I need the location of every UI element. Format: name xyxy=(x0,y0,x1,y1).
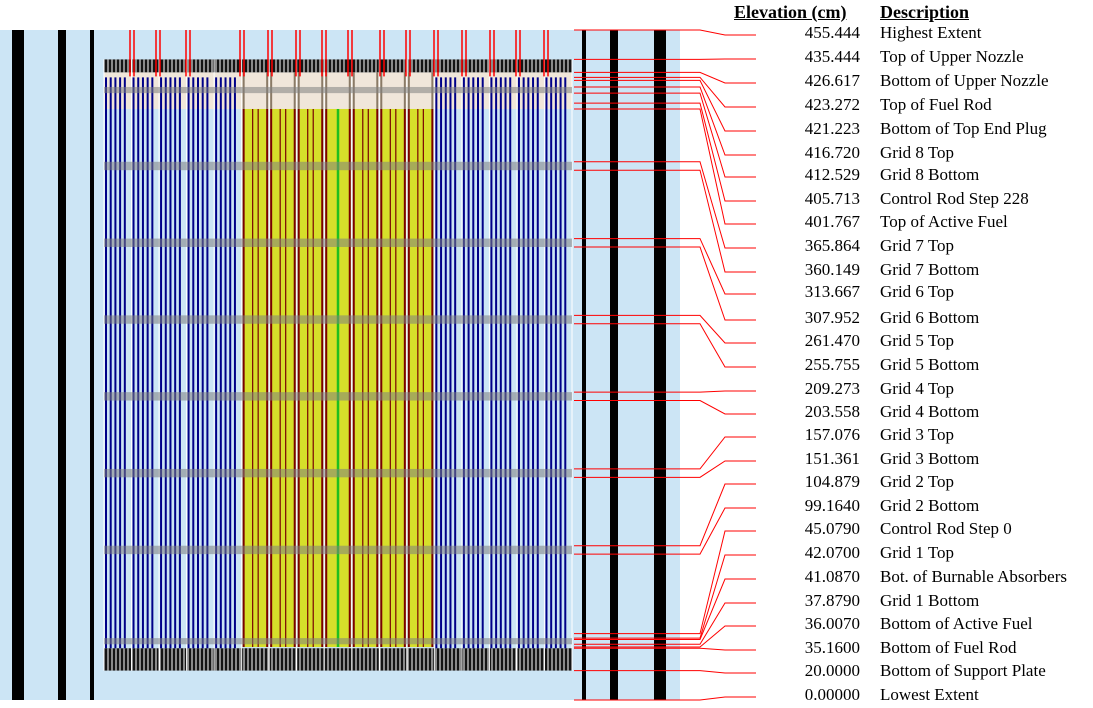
elevation-value: 104.879 xyxy=(760,472,860,492)
elevation-value: 423.272 xyxy=(760,95,860,115)
elevation-description: Bottom of Active Fuel xyxy=(880,614,1033,634)
elevation-value: 36.0070 xyxy=(760,614,860,634)
elevation-description: Grid 6 Bottom xyxy=(880,308,979,328)
elevation-value: 35.1600 xyxy=(760,638,860,658)
elevation-description: Top of Fuel Rod xyxy=(880,95,992,115)
elevation-value: 365.864 xyxy=(760,236,860,256)
elevation-value: 435.444 xyxy=(760,47,860,67)
elevation-value: 255.755 xyxy=(760,355,860,375)
elevation-value: 401.767 xyxy=(760,212,860,232)
elevation-value: 261.470 xyxy=(760,331,860,351)
elevation-description: Bottom of Support Plate xyxy=(880,661,1046,681)
elevation-value: 37.8790 xyxy=(760,591,860,611)
elevation-value: 360.149 xyxy=(760,260,860,280)
elevation-description: Grid 8 Bottom xyxy=(880,165,979,185)
elevation-value: 426.617 xyxy=(760,71,860,91)
header-description: Description xyxy=(880,2,969,23)
elevation-description: Grid 7 Top xyxy=(880,236,954,256)
elevation-description: Grid 3 Top xyxy=(880,425,954,445)
elevation-description: Bottom of Fuel Rod xyxy=(880,638,1016,658)
elevation-description: Grid 7 Bottom xyxy=(880,260,979,280)
elevation-description: Top of Upper Nozzle xyxy=(880,47,1024,67)
elevation-value: 42.0700 xyxy=(760,543,860,563)
elevation-description: Bottom of Upper Nozzle xyxy=(880,71,1049,91)
elevation-value: 45.0790 xyxy=(760,519,860,539)
elevation-description: Highest Extent xyxy=(880,23,982,43)
elevation-description: Control Rod Step 228 xyxy=(880,189,1029,209)
elevation-description: Grid 1 Top xyxy=(880,543,954,563)
elevation-description: Grid 8 Top xyxy=(880,143,954,163)
elevation-description: Grid 2 Bottom xyxy=(880,496,979,516)
elevation-description: Grid 6 Top xyxy=(880,282,954,302)
elevation-description: Grid 5 Top xyxy=(880,331,954,351)
elevation-description: Grid 5 Bottom xyxy=(880,355,979,375)
elevation-value: 313.667 xyxy=(760,282,860,302)
elevation-value: 421.223 xyxy=(760,119,860,139)
elevation-description: Bot. of Burnable Absorbers xyxy=(880,567,1067,587)
elevation-description: Grid 1 Bottom xyxy=(880,591,979,611)
elevation-description: Top of Active Fuel xyxy=(880,212,1008,232)
elevation-description: Grid 2 Top xyxy=(880,472,954,492)
elevation-value: 416.720 xyxy=(760,143,860,163)
elevation-description: Grid 4 Top xyxy=(880,379,954,399)
elevation-value: 99.1640 xyxy=(760,496,860,516)
elevation-value: 157.076 xyxy=(760,425,860,445)
elevation-value: 209.273 xyxy=(760,379,860,399)
elevation-description: Bottom of Top End Plug xyxy=(880,119,1047,139)
elevation-value: 455.444 xyxy=(760,23,860,43)
elevation-value: 203.558 xyxy=(760,402,860,422)
elevation-value: 0.00000 xyxy=(760,685,860,705)
elevation-description: Control Rod Step 0 xyxy=(880,519,1012,539)
elevation-description: Lowest Extent xyxy=(880,685,979,705)
elevation-description: Grid 4 Bottom xyxy=(880,402,979,422)
elevation-value: 412.529 xyxy=(760,165,860,185)
elevation-value: 41.0870 xyxy=(760,567,860,587)
elevation-value: 405.713 xyxy=(760,189,860,209)
elevation-value: 151.361 xyxy=(760,449,860,469)
elevation-value: 307.952 xyxy=(760,308,860,328)
reactor-axial-diagram: Elevation (cm) Description 455.444 Highes… xyxy=(0,0,1093,708)
header-elevation: Elevation (cm) xyxy=(734,2,846,23)
elevation-description: Grid 3 Bottom xyxy=(880,449,979,469)
elevation-value: 20.0000 xyxy=(760,661,860,681)
